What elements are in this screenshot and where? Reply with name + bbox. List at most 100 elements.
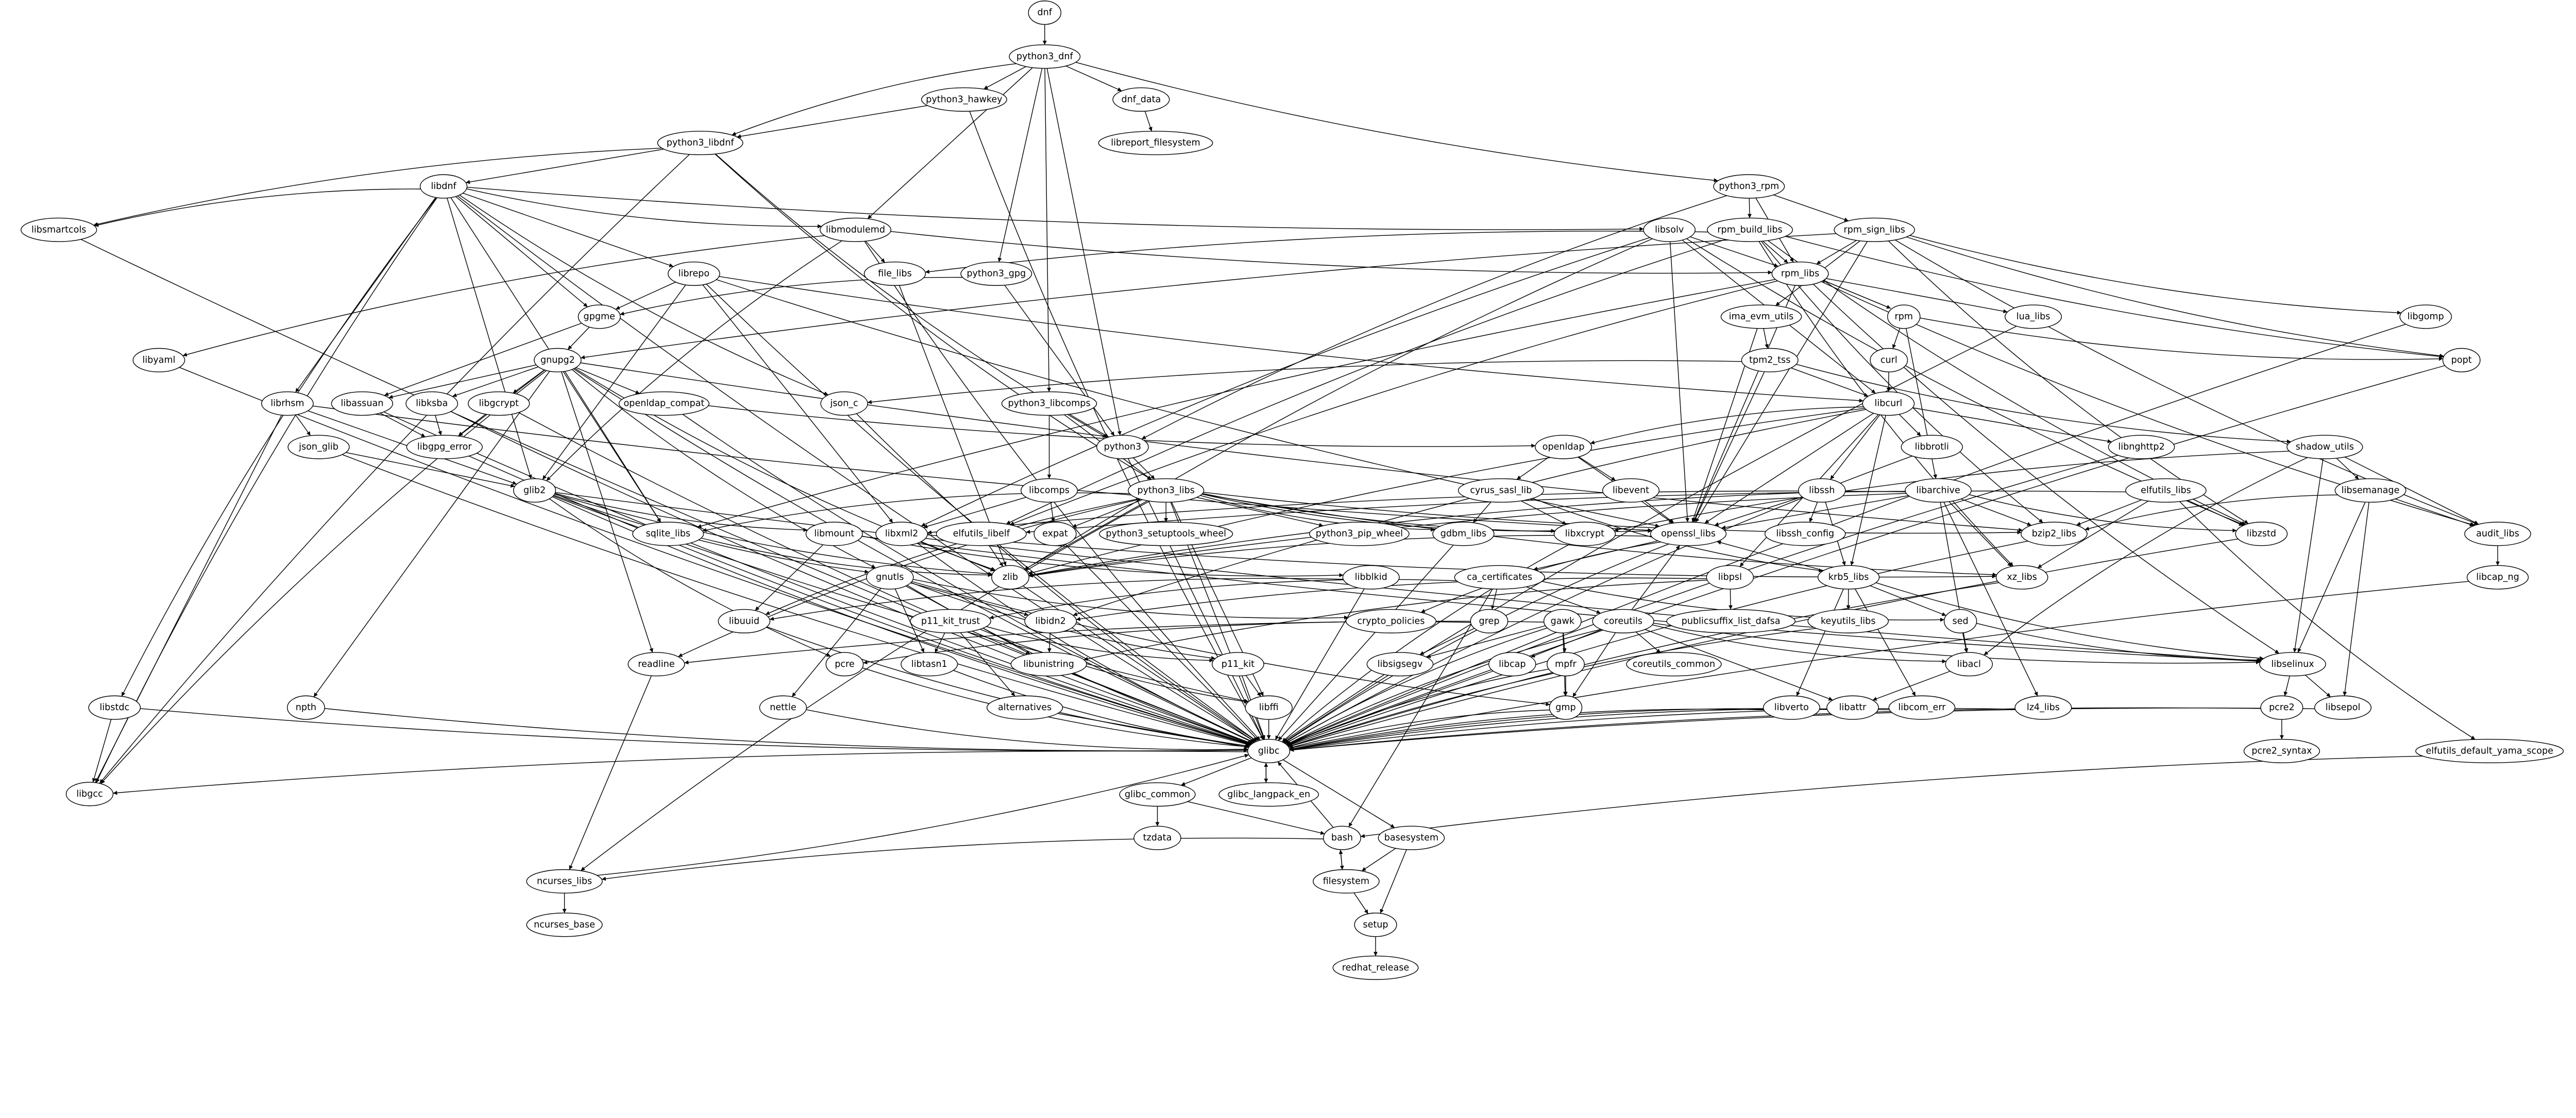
edge-krb5-libs-to-libverto [1796,589,1844,696]
edge-python3-dnf-to-libmodulemd [867,67,1033,219]
node-ellipse [1432,522,1495,546]
node-ellipse [1650,522,1727,546]
node-grep: grep [1470,609,1509,633]
node-label: libpsl [1718,572,1742,582]
node-label: redhat_release [1342,962,1409,973]
node-ellipse [1888,695,1956,720]
node-label: keyutils_libs [1821,616,1876,626]
edge-python3-hawkey-to-python3-libdnf [737,105,928,139]
edge-rpm-libs-to-libselinux [1813,284,2280,654]
node-label: libgcrypt [479,399,519,409]
node-label: readline [638,659,674,669]
node-elfutils-libs: elfutils_libs [2125,478,2207,503]
edge-libyaml-to-glibc [179,367,1251,746]
node-rpm-libs: rpm_libs [1771,261,1829,286]
edge-libsolv-to-zlib [1024,238,1653,571]
node-libacl: libacl [1945,652,1993,677]
edge-elfutils-libs-to-libzstd [2187,500,2244,526]
edge-p11-kit-trust-to-libtasn1 [935,632,945,653]
edge-filesystem-to-bash [1338,850,1343,870]
node-libsigsegv: libsigsegv [1366,652,1434,677]
edge-elfutils-libs-to-bzip2-libs [2076,499,2142,526]
node-ellipse [1905,478,1972,503]
node-label: libdnf [431,181,456,192]
node-libzstd: libzstd [2235,522,2288,546]
node-label: librhsm [270,399,304,409]
node-python3-gpg: python3_gpg [960,261,1032,286]
edge-python3-dnf-to-python3-libcomps [1044,68,1052,392]
node-label: libreport_filesystem [1111,138,1200,148]
edge-rpm-to-rpm-libs [1821,279,1891,309]
edge-libdnf-to-gpgme [455,196,588,307]
node-ellipse [1488,652,1536,677]
node-elfutils-libelf: elfutils_libelf [936,522,1027,546]
edge-krb5-libs-to-openssl-libs [1717,540,1824,571]
edge-libxml2-to-zlib [921,541,995,572]
node-python3-rpm: python3_rpm [1713,174,1785,199]
edge-openldap-compat-to-glibc [682,414,1255,743]
edge-krb5-libs-to-libcom-err [1855,589,1916,697]
edge-libmodulemd-to-libyaml [182,235,825,357]
edge-json-glib-to-glib2 [346,452,515,488]
node-ellipse [1945,652,1993,677]
node-ellipse [1762,695,1820,720]
node-ellipse [820,391,868,416]
edge-p11-kit-trust-to-libffi [979,629,1248,703]
edge-libdnf-to-glib2 [447,198,532,479]
edge-rpm-sign-libs-to-libgomp [1909,235,2401,315]
node-label: openldap_compat [623,399,704,409]
node-label: libffi [1259,702,1279,713]
edge-python3-libs-to-python3-pip-wheel [1196,497,1324,527]
edge-glibc-common-to-bash [1187,801,1325,835]
node-label: alternatives [998,702,1052,713]
node-ellipse [759,695,807,720]
node-ellipse [65,782,114,806]
edge-python3-dnf-to-dnf-data [1065,65,1122,92]
edge-libarchive-to-bzip2-libs [1960,498,2032,526]
node-audit-libs: audit_libs [2464,522,2531,546]
node-label: libarchive [1916,485,1960,495]
node-libffi: libffi [1245,695,1293,720]
edge-gnutls-to-nettle [791,588,882,697]
node-ellipse [628,652,685,677]
edge-rpm-sign-libs-to-gnupg2 [580,233,1837,359]
edge-python3-rpm-to-rpm-sign-libs [1773,194,1849,222]
node-label: krb5_libs [1828,572,1869,582]
node-ellipse [1010,652,1087,677]
node-label: libbrotli [1915,442,1949,452]
node-label: python3_libdnf [667,138,735,148]
edge-libassuan-to-libgpg-error [380,412,426,437]
node-ellipse [1378,825,1445,850]
node-glibc: glibc [1247,738,1291,763]
edge-gawk-to-libsigsegv [1426,625,1546,658]
edge-gnupg2-to-npth [313,371,550,697]
node-cyrus-sasl-lib: cyrus_sasl_lib [1458,478,1544,503]
node-libssh-config: libssh_config [1764,522,1846,546]
node-ellipse [2286,435,2363,459]
edge-openssl-libs-to-glibc [1284,543,1669,744]
edge-libpsl-to-libunistring [1083,579,1707,661]
node-ellipse [1943,609,1977,633]
node-libdnf: libdnf [419,174,468,199]
node-label: zlib [1003,572,1018,582]
edge-openldap-to-cyrus-sasl-lib [1516,457,1549,480]
edge-sed-to-libselinux [1976,623,2262,662]
edge-glibc-to-libgcc [113,750,1248,795]
node-ellipse [1024,609,1077,633]
node-label: rpm [1895,312,1913,322]
node-label: publicsuffix_list_dafsa [1682,616,1781,626]
node-ellipse [1807,609,1889,633]
node-label: grep [1479,616,1500,626]
edge-gnupg2-to-libksba [452,366,539,398]
edge-xz-libs-to-glibc [1288,582,1999,748]
node-ellipse [863,261,926,286]
node-ellipse [1098,131,1213,156]
edge-dnf-data-to-libreport-filesystem [1144,111,1153,132]
edge-openssl-libs-to-ca-certificates [1533,540,1658,571]
node-label: rpm_build_libs [1717,225,1782,235]
node-ellipse [261,391,314,416]
node-python3-dnf: python3_dnf [1009,44,1081,69]
edge-coreutils-to-libattr [1645,629,1833,701]
node-zlib: zlib [991,565,1029,590]
edge-elfutils-libs-to-elfutils-default-yama-scope [2179,501,2476,740]
